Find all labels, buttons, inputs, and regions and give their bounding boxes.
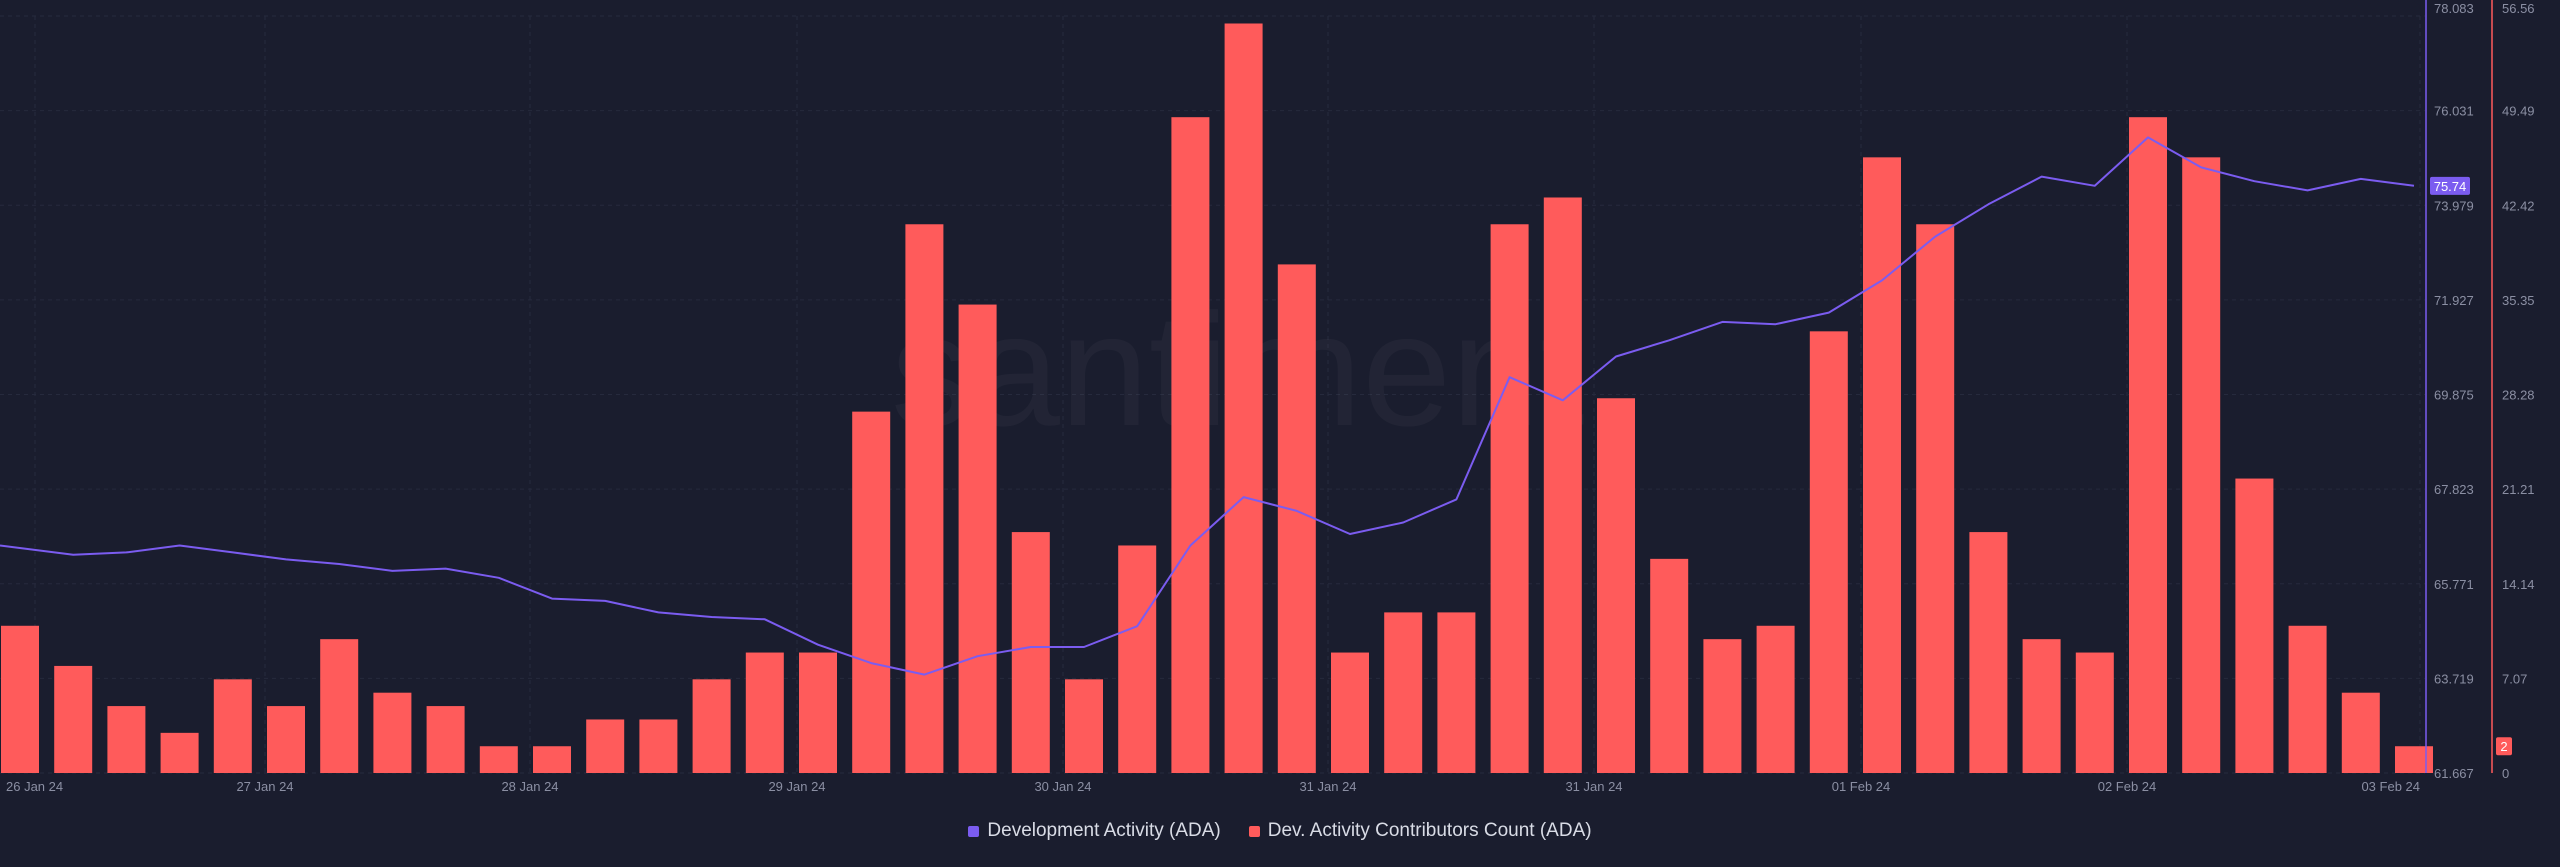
left-tick-label: 65.771 (2434, 577, 2474, 592)
bar[interactable] (852, 411, 891, 773)
x-tick-label: 31 Jan 24 (1299, 779, 1356, 794)
legend-entry-contributors-count[interactable]: Dev. Activity Contributors Count (ADA) (1248, 820, 1592, 842)
bar[interactable] (2341, 692, 2380, 773)
bar[interactable] (2075, 652, 2114, 773)
legend-label: Dev. Activity Contributors Count (ADA) (1267, 820, 1592, 841)
bar[interactable] (1011, 532, 1050, 773)
right-tick-label: 56.56 (2502, 1, 2535, 16)
bar[interactable] (1809, 331, 1848, 773)
bar[interactable] (479, 746, 518, 773)
x-tick-label: 29 Jan 24 (768, 779, 825, 794)
right-tick-label: 28.28 (2502, 388, 2535, 403)
bar[interactable] (1490, 224, 1529, 773)
grid-lines (0, 15, 2425, 774)
x-axis-ticks: 26 Jan 24 27 Jan 24 28 Jan 24 29 Jan 24 30 J… (6, 779, 2420, 794)
bar-series (1, 23, 2433, 774)
legend-swatch-line (968, 825, 980, 837)
left-tick-label: 71.927 (2434, 293, 2474, 308)
legend: Development Activity (ADA) Dev. Activity… (0, 820, 2560, 842)
bar[interactable] (2022, 639, 2061, 773)
left-tick-label: 61.667 (2434, 766, 2474, 781)
bar[interactable] (533, 746, 571, 773)
bar[interactable] (1597, 398, 1635, 773)
bar[interactable] (1277, 264, 1316, 773)
bar[interactable] (1065, 679, 1103, 773)
bar[interactable] (905, 224, 944, 773)
bar[interactable] (1, 625, 39, 773)
axes (2425, 0, 2493, 773)
current-value-bar-label: 2 (2500, 739, 2507, 754)
x-tick-label: 31 Jan 24 (1565, 779, 1622, 794)
bar[interactable] (1118, 545, 1157, 773)
bar[interactable] (1916, 224, 1955, 773)
current-value-line-label: 75.74 (2434, 179, 2467, 194)
legend-swatch-bar (1248, 825, 1260, 837)
bar[interactable] (639, 719, 678, 773)
x-tick-label: 26 Jan 24 (6, 779, 63, 794)
left-tick-label: 78.083 (2434, 1, 2474, 16)
bar[interactable] (1437, 612, 1476, 773)
bar[interactable] (160, 732, 199, 773)
bar[interactable] (1863, 157, 1901, 774)
bar[interactable] (2129, 117, 2167, 773)
bar[interactable] (107, 706, 146, 773)
x-tick-label: 28 Jan 24 (501, 779, 558, 794)
left-tick-label: 63.719 (2434, 671, 2474, 686)
bar[interactable] (958, 304, 997, 773)
bar[interactable] (799, 652, 837, 773)
bar[interactable] (1543, 197, 1582, 773)
bar[interactable] (1171, 117, 1210, 773)
right-tick-label: 35.35 (2502, 293, 2535, 308)
right-axis-ticks: 56.56 49.49 42.42 35.35 28.28 21.21 14.14 7.07 0 (2502, 1, 2535, 781)
legend-entry-development-activity[interactable]: Development Activity (ADA) (968, 820, 1221, 842)
bar[interactable] (692, 679, 731, 773)
right-tick-label: 14.14 (2502, 577, 2535, 592)
bar[interactable] (2235, 478, 2274, 773)
current-value-badge-line (2430, 176, 2470, 195)
bar[interactable] (320, 639, 359, 773)
right-tick-label: 49.49 (2502, 104, 2535, 119)
bar[interactable] (2182, 157, 2221, 774)
left-tick-label: 67.823 (2434, 482, 2474, 497)
bar[interactable] (267, 706, 305, 773)
right-tick-label: 21.21 (2502, 482, 2535, 497)
left-axis-ticks: 78.083 76.031 73.979 71.927 69.875 67.823 65.7… (2434, 1, 2474, 781)
x-tick-label: 27 Jan 24 (236, 779, 293, 794)
bar[interactable] (745, 652, 784, 773)
left-tick-label: 73.979 (2434, 198, 2474, 213)
left-tick-label: 69.875 (2434, 388, 2474, 403)
bar[interactable] (1224, 23, 1263, 773)
bar[interactable] (1756, 625, 1795, 773)
right-tick-label: 42.42 (2502, 198, 2535, 213)
current-value-badge-bar (2496, 737, 2512, 756)
bar[interactable] (426, 706, 465, 773)
development-activity-line[interactable] (0, 136, 2415, 676)
bar[interactable] (586, 719, 625, 773)
bar[interactable] (1650, 558, 1689, 773)
x-tick-label: 03 Feb 24 (2361, 779, 2420, 794)
right-tick-label: 7.07 (2502, 671, 2527, 686)
bar[interactable] (54, 665, 93, 773)
bar[interactable] (213, 679, 252, 773)
legend-label: Development Activity (ADA) (987, 820, 1221, 841)
bar[interactable] (1969, 532, 2008, 773)
bar[interactable] (1384, 612, 1423, 773)
bar[interactable] (1331, 652, 1369, 773)
bar[interactable] (2395, 746, 2433, 773)
line-series (0, 136, 2415, 676)
right-tick-label: 0 (2502, 766, 2509, 781)
left-tick-label: 76.031 (2434, 104, 2474, 119)
x-tick-label: 30 Jan 24 (1034, 779, 1091, 794)
bar[interactable] (373, 692, 412, 773)
x-tick-label: 02 Feb 24 (2098, 779, 2157, 794)
bar[interactable] (1703, 639, 1742, 773)
x-tick-label: 01 Feb 24 (1832, 779, 1891, 794)
bar[interactable] (2288, 625, 2327, 773)
value-badges: 75.74 2 (2430, 176, 2512, 756)
